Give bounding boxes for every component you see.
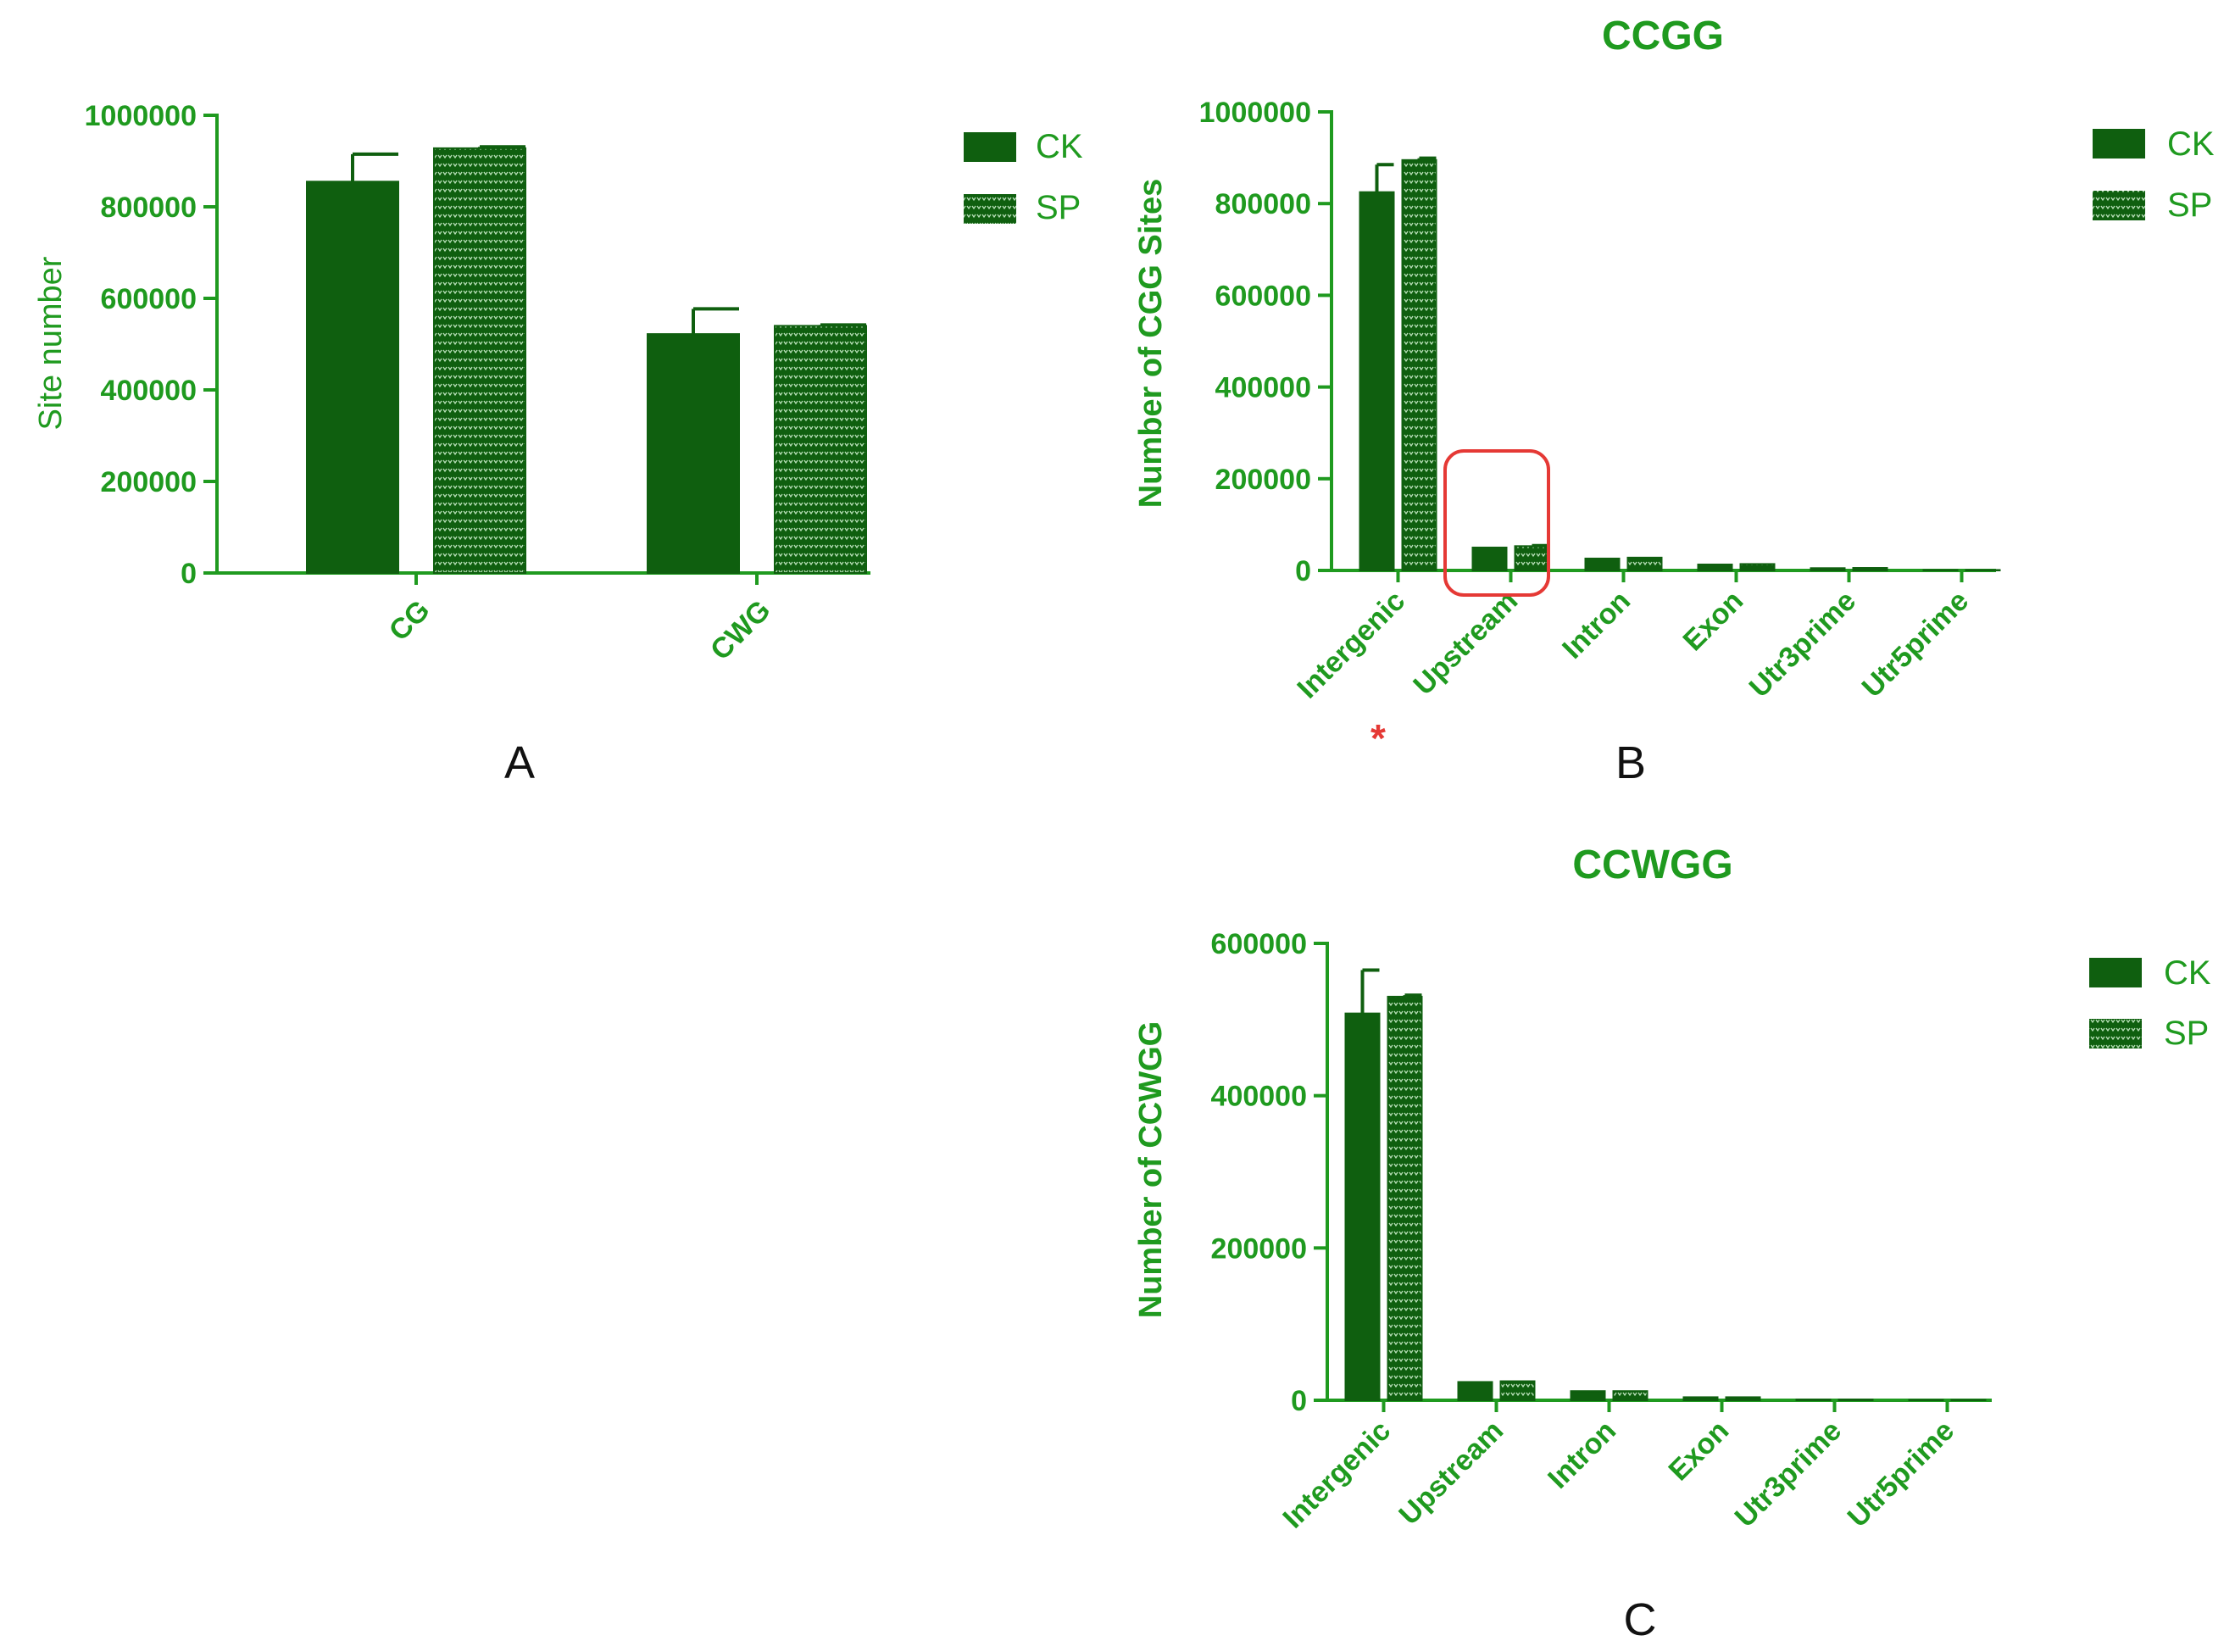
bar-sp-utr3prime (1852, 567, 1888, 571)
x-category-label: Intergenic (1291, 585, 1411, 705)
x-category-label: Utr3prime (1743, 585, 1862, 704)
bar-sp-cwg (774, 325, 867, 574)
bar-ck-exon (1682, 1396, 1719, 1401)
legend-ck-swatch (2089, 958, 2142, 987)
panel-b-plot: 0 200000 400000 600000 800000 1000000 Intergen… (1199, 97, 2001, 705)
x-category-label: Utr5prime (1842, 1415, 1960, 1533)
y-tick-label: 400000 (1211, 1081, 1307, 1113)
x-category-label: Intron (1556, 585, 1637, 665)
panel-b: CCGG 0 200000 400000 600000 800000 1000000 Int… (1133, 14, 2215, 788)
legend-sp-label: SP (2164, 1015, 2209, 1052)
legend-sp-swatch (2089, 1019, 2142, 1048)
y-tick-label: 800000 (1215, 188, 1311, 220)
y-tick-label: 600000 (101, 283, 197, 315)
y-tick-label: 0 (1295, 555, 1311, 587)
legend-sp-label: SP (2167, 186, 2212, 224)
bar-sp-cg (433, 147, 526, 574)
panel-b-legend: CK SP (2093, 125, 2215, 224)
panel-c-letter: C (1624, 1594, 1657, 1645)
y-tick-label: 200000 (1215, 464, 1311, 496)
x-category-label: Utr3prime (1729, 1415, 1848, 1533)
bar-sp-intron (1612, 1390, 1648, 1401)
legend-ck-label: CK (1036, 128, 1083, 165)
bar-sp-utr3prime (1837, 1399, 1874, 1402)
y-tick-label: 200000 (101, 466, 197, 498)
y-tick-label: 0 (1291, 1385, 1307, 1417)
bar-sp-intergenic (1401, 159, 1437, 571)
bar-ck-intron (1584, 557, 1621, 572)
panel-a-letter: A (504, 737, 535, 788)
bar-ck-intergenic (1359, 191, 1395, 572)
bar-sp-exon (1725, 1396, 1761, 1401)
legend-ck-swatch (964, 132, 1016, 162)
bar-ck-cg (306, 181, 399, 575)
y-tick-label: 1000000 (85, 100, 197, 132)
bar-ck-upstream (1471, 546, 1508, 572)
legend-ck-label: CK (2164, 954, 2211, 992)
x-category-label: Intron (1542, 1415, 1622, 1495)
bar-sp-intron (1626, 556, 1663, 571)
bar-sp-upstream (1499, 1380, 1536, 1401)
legend-ck-label: CK (2167, 125, 2215, 163)
panel-a-legend: CK SP (964, 128, 1083, 226)
legend-sp-swatch (2093, 191, 2145, 220)
y-tick-label: 600000 (1211, 928, 1307, 960)
bar-ck-intergenic (1344, 1012, 1381, 1401)
x-category-label: Exon (1677, 585, 1750, 658)
panel-c-legend: CK SP (2089, 954, 2211, 1052)
bar-ck-utr3prime (1810, 567, 1846, 571)
panel-a-ylabel: Site number (33, 256, 69, 430)
upstream-significance-asterisk: * (1370, 716, 1386, 760)
x-category-label: Upstream (1407, 585, 1524, 702)
y-tick-label: 400000 (101, 375, 197, 407)
x-category-label: CG (383, 594, 436, 648)
x-category-label: Utr5prime (1856, 585, 1975, 704)
bar-sp-exon (1739, 563, 1776, 572)
bar-sp-intergenic (1387, 995, 1423, 1401)
legend-sp-swatch (964, 194, 1016, 224)
bar-ck-upstream (1457, 1381, 1493, 1401)
panel-b-title: CCGG (1602, 14, 1724, 58)
bar-ck-cwg (647, 333, 740, 574)
x-category-label: CWG (704, 594, 777, 667)
panel-b-ylabel: Number of CGG Sites (1133, 179, 1169, 509)
y-tick-label: 800000 (101, 192, 197, 224)
legend-ck-swatch (2093, 129, 2145, 159)
y-tick-label: 0 (181, 558, 197, 590)
y-tick-label: 600000 (1215, 280, 1311, 312)
panel-a: 0 200000 400000 600000 800000 1000000 CG CWG Si… (33, 100, 1083, 788)
panel-c: CCWGG 0 200000 400000 600000 IntergenicUpstr… (1133, 843, 2211, 1645)
y-tick-label: 1000000 (1199, 97, 1311, 129)
panel-c-ylabel: Number of CCWGG (1133, 1021, 1169, 1318)
panel-b-letter: B (1615, 737, 1646, 788)
y-tick-label: 200000 (1211, 1232, 1307, 1265)
bar-ck-intron (1570, 1390, 1606, 1401)
bar-ck-utr3prime (1795, 1399, 1832, 1402)
y-tick-label: 400000 (1215, 372, 1311, 404)
bar-sp-upstream (1514, 545, 1550, 572)
panel-c-title: CCWGG (1572, 843, 1732, 887)
legend-sp-label: SP (1036, 189, 1081, 226)
panel-a-plot: 0 200000 400000 600000 800000 1000000 CG CWG (85, 100, 870, 666)
bar-ck-exon (1697, 563, 1733, 571)
upstream-highlight-box (1443, 449, 1550, 597)
x-category-label: Upstream (1393, 1415, 1509, 1532)
x-category-label: Exon (1663, 1415, 1736, 1488)
x-category-label: Intergenic (1276, 1415, 1397, 1535)
